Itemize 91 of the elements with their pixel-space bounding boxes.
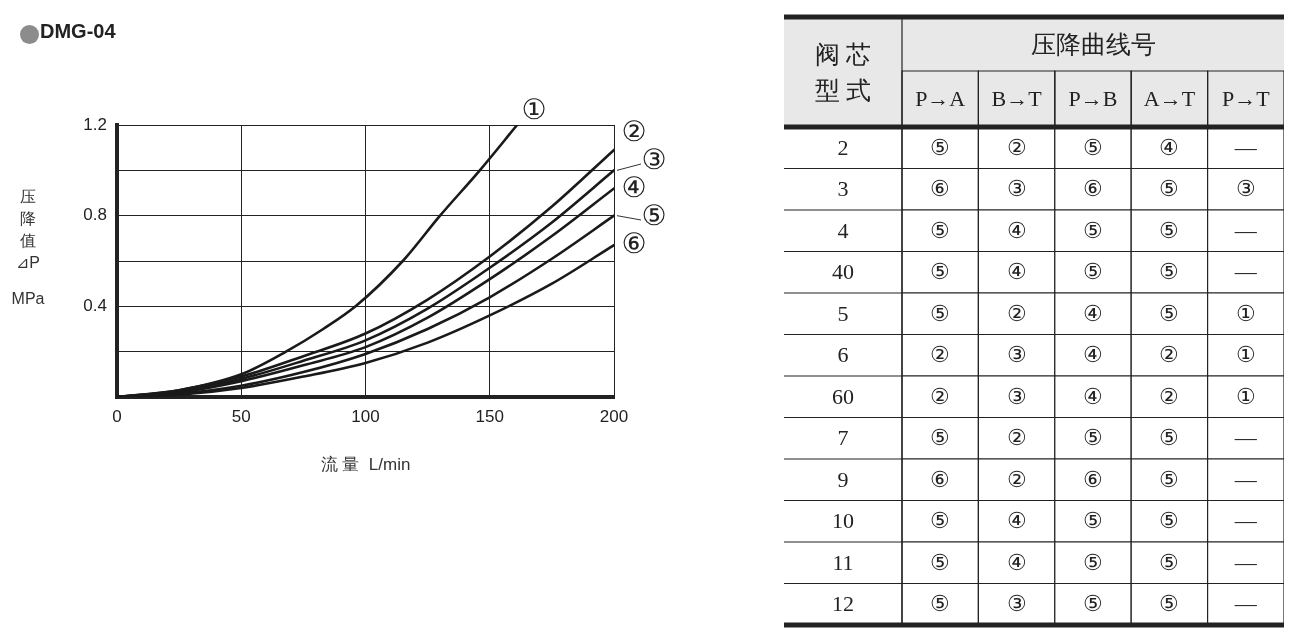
y-tick-label: 1.2 xyxy=(83,114,107,134)
text: ⑤ xyxy=(930,425,951,451)
text: ⑤ xyxy=(1083,217,1103,243)
y-tick-label: 2 xyxy=(837,134,849,160)
text: ⑤ xyxy=(930,591,951,617)
text: ⑤ xyxy=(1083,134,1103,160)
text: ⑤ xyxy=(1083,508,1103,534)
text: ⑤ xyxy=(930,300,951,326)
y-tick-label: 7 xyxy=(837,425,849,451)
text: ④ xyxy=(1006,508,1027,534)
y-axis-title: 阀 芯型 式 xyxy=(814,40,872,104)
text: ⑤ xyxy=(1159,508,1180,534)
text: ⑤ xyxy=(930,134,951,160)
text: ⑥ xyxy=(1083,176,1103,202)
text: ② xyxy=(930,383,951,409)
text: ② xyxy=(1159,383,1180,409)
text: ② xyxy=(1006,300,1027,326)
y-tick-label: 0.8 xyxy=(83,205,107,225)
text: ⑤ xyxy=(1083,425,1103,451)
text: ④ xyxy=(1083,342,1103,368)
text: ② xyxy=(1006,134,1027,160)
x-tick-label: P→T xyxy=(1221,85,1271,111)
text: ① xyxy=(1235,342,1256,368)
text: ② xyxy=(1159,342,1180,368)
y-tick-label: 40 xyxy=(832,259,854,285)
text: ⑤ xyxy=(1159,466,1180,492)
text: — xyxy=(1234,549,1257,575)
text: ⑤ xyxy=(1083,591,1103,617)
x-tick-label: B→T xyxy=(991,85,1043,111)
text: — xyxy=(1234,591,1257,617)
text: ⑤ xyxy=(1083,549,1103,575)
y-tick-label: 60 xyxy=(832,383,854,409)
x-axis-title: 流 量 L/min xyxy=(320,455,411,475)
text: ④ xyxy=(1083,383,1103,409)
text: ⑤ xyxy=(930,508,951,534)
text: ③ xyxy=(1006,342,1027,368)
text: ③ xyxy=(1006,591,1027,617)
text: ① xyxy=(1235,383,1256,409)
x-tick-label: 100 xyxy=(351,406,380,426)
x-tick-label: A→T xyxy=(1143,85,1196,111)
y-tick-label: 6 xyxy=(837,342,849,368)
text: ⑤ xyxy=(1159,176,1180,202)
text: ⑤ xyxy=(1159,300,1180,326)
x-tick-label: 150 xyxy=(475,406,504,426)
y-tick-label: 5 xyxy=(837,300,849,326)
text: ⑥ xyxy=(930,466,951,492)
x-tick-label: 50 xyxy=(231,406,251,426)
text: — xyxy=(1234,259,1257,285)
text: ⑤ xyxy=(930,217,951,243)
x-tick-label: P→A xyxy=(915,85,966,111)
text: ③ xyxy=(1006,176,1027,202)
text: — xyxy=(1234,217,1257,243)
text: ④ xyxy=(1159,134,1180,160)
text: — xyxy=(1234,425,1257,451)
y-tick-label: 12 xyxy=(832,591,854,617)
text: ⑤ xyxy=(1159,259,1180,285)
text: ⑤ xyxy=(1159,425,1180,451)
text: — xyxy=(1234,508,1257,534)
chart-title: 压降曲线号 xyxy=(1030,30,1156,58)
text: ⑤ xyxy=(1159,591,1180,617)
text: ① xyxy=(1235,300,1256,326)
y-tick-label: 4 xyxy=(837,217,849,243)
text: — xyxy=(1234,134,1257,160)
x-tick-label: P→B xyxy=(1068,85,1118,111)
text: ④ xyxy=(1006,217,1027,243)
y-tick-label: 0.4 xyxy=(83,296,107,316)
y-tick-label: 9 xyxy=(837,466,849,492)
text: ④ xyxy=(1006,549,1027,575)
x-tick-label: 200 xyxy=(599,406,629,426)
text: ② xyxy=(1006,425,1027,451)
y-axis-title: 压降值⊿P MPa xyxy=(10,187,46,309)
text: ⑥ xyxy=(1083,466,1103,492)
x-tick-label: 0 xyxy=(112,406,122,426)
y-tick-label: 11 xyxy=(832,549,854,575)
series-label: ① xyxy=(521,93,547,127)
text: ② xyxy=(1006,466,1027,492)
text: ⑤ xyxy=(930,259,951,285)
text: ⑤ xyxy=(1159,549,1180,575)
text: ③ xyxy=(1006,383,1027,409)
text: — xyxy=(1234,466,1257,492)
text: ⑤ xyxy=(1083,259,1103,285)
text: ③ xyxy=(1235,176,1256,202)
chart-title: DMG-04 xyxy=(40,20,116,43)
text: ④ xyxy=(1006,259,1027,285)
text: ② xyxy=(930,342,951,368)
text: ⑤ xyxy=(1159,217,1180,243)
text: ④ xyxy=(1083,300,1103,326)
text: ⑤ xyxy=(930,549,951,575)
text: ⑥ xyxy=(930,176,951,202)
y-tick-label: 10 xyxy=(832,508,854,534)
y-tick-label: 3 xyxy=(837,176,849,202)
